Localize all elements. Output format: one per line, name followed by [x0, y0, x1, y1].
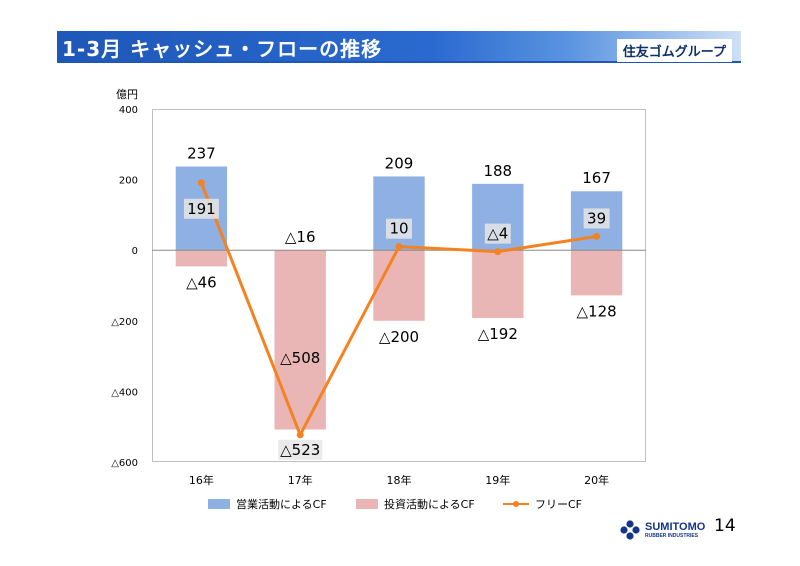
x-category-label: 16年 [189, 473, 214, 487]
legend-item-operating: 営業活動によるCF [208, 496, 327, 512]
data-label-free-cf: 39 [587, 209, 606, 227]
header-rule [57, 61, 741, 63]
chart-legend: 営業活動によるCF 投資活動によるCF フリーCF [0, 496, 800, 516]
logo-sub-text: RUBBER INDUSTRIES [645, 532, 699, 539]
x-category-label: 17年 [288, 473, 313, 487]
free-cf-point [395, 243, 403, 251]
y-tick-label: 200 [119, 176, 138, 187]
data-label-operating: △16 [285, 228, 316, 246]
legend-label-operating: 営業活動によるCF [236, 498, 327, 511]
data-label-free-cf: 191 [187, 200, 216, 218]
legend-label-free-cf: フリーCF [535, 498, 583, 511]
legend-swatch-free-cf [503, 499, 529, 509]
legend-swatch-operating [208, 499, 230, 509]
free-cf-point [593, 232, 601, 240]
data-label-investing: △508 [280, 349, 320, 367]
page-number: 14 [714, 516, 736, 536]
free-cf-label-bg [583, 208, 610, 229]
free-cf-label-bg [278, 439, 323, 460]
free-cf-label-bg [386, 218, 412, 239]
data-label-investing: △46 [186, 273, 217, 291]
plot-frame [152, 109, 646, 462]
data-label-investing: △128 [577, 302, 617, 320]
legend-item-investing: 投資活動によるCF [356, 496, 475, 512]
x-category-label: 19年 [485, 473, 510, 487]
legend-label-investing: 投資活動によるCF [384, 498, 475, 511]
brand-label: 住友ゴムグループ [616, 39, 732, 62]
free-cf-label-bg [183, 198, 219, 219]
data-label-operating: 209 [385, 154, 414, 172]
bar-investing [175, 250, 228, 267]
logo-mark-icon [620, 520, 640, 540]
page-title: 1-3月 キャッシュ・フローの推移 [62, 37, 383, 61]
x-category-label: 18年 [387, 473, 412, 487]
bar-investing [472, 250, 524, 318]
bar-operating [373, 176, 425, 251]
company-logo: SUMITOMO RUBBER INDUSTRIES [620, 520, 705, 540]
free-cf-label-bg [484, 223, 511, 244]
data-label-investing: △200 [379, 328, 419, 346]
data-label-free-cf: 10 [389, 220, 408, 238]
data-label-operating: 188 [483, 162, 512, 180]
legend-swatch-investing [356, 499, 378, 509]
free-cf-point [197, 179, 205, 187]
y-tick-label: △200 [111, 317, 138, 328]
y-tick-label: △400 [111, 387, 138, 398]
logo-main-text: SUMITOMO [645, 520, 706, 533]
y-tick-label: 400 [119, 105, 138, 116]
data-label-operating: 167 [582, 169, 611, 187]
y-tick-label: 0 [132, 246, 138, 257]
x-category-label: 20年 [584, 473, 609, 487]
data-label-investing: △192 [478, 325, 518, 343]
y-unit-label: 億円 [116, 88, 138, 101]
data-label-operating: 237 [187, 145, 216, 163]
y-tick-label: △600 [111, 458, 138, 469]
legend-item-free-cf: フリーCF [503, 496, 582, 512]
data-label-free-cf: △4 [487, 225, 508, 243]
bar-investing [570, 250, 623, 296]
data-label-free-cf: △523 [280, 441, 320, 459]
bar-investing [373, 250, 425, 321]
free-cf-point [296, 431, 304, 439]
free-cf-point [494, 248, 502, 256]
